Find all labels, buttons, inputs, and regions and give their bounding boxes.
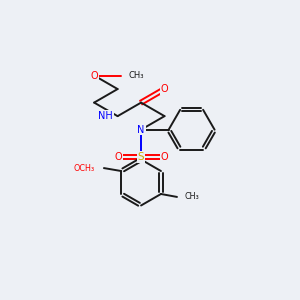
Text: N: N — [137, 125, 145, 135]
Text: OCH₃: OCH₃ — [74, 164, 95, 172]
Text: O: O — [160, 152, 168, 162]
Text: CH₃: CH₃ — [184, 192, 199, 201]
Text: S: S — [138, 152, 144, 162]
Text: O: O — [114, 152, 122, 162]
Text: CH₃: CH₃ — [129, 71, 144, 80]
Text: O: O — [161, 84, 168, 94]
Text: O: O — [90, 70, 98, 80]
Text: NH: NH — [98, 111, 113, 121]
